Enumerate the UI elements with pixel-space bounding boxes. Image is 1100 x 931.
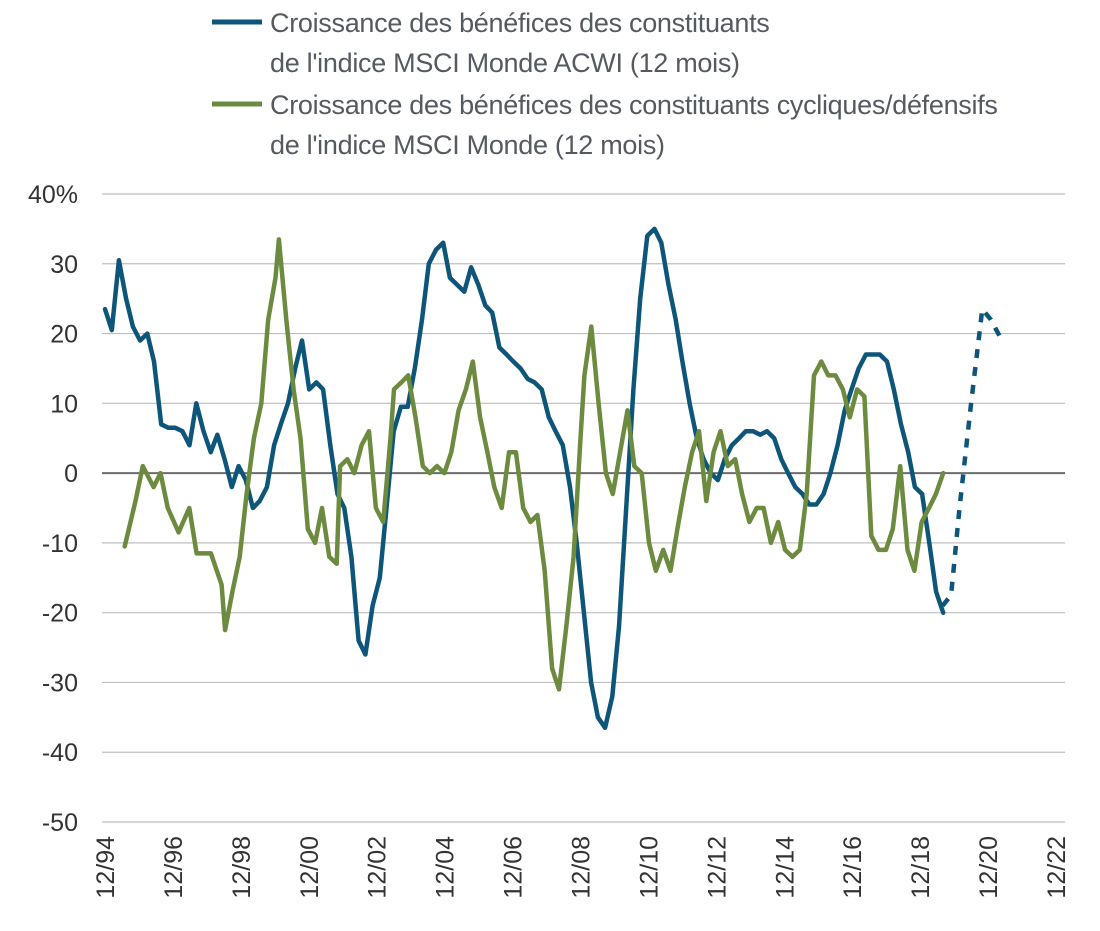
x-tick-label: 12/94 xyxy=(92,836,120,899)
x-tick-label: 12/20 xyxy=(975,836,1003,899)
y-axis: 40% 30 20 10 0 -10 -20 -30 -40 -50 xyxy=(28,181,78,837)
x-tick-label: 12/14 xyxy=(771,836,799,899)
x-tick-label: 12/22 xyxy=(1043,836,1071,899)
x-tick-label: 12/00 xyxy=(296,836,324,899)
forecast-line-acwi xyxy=(940,303,1004,608)
y-tick-label: -50 xyxy=(42,809,78,837)
legend-label-cyclical-defensive: de l'indice MSCI Monde (12 mois) xyxy=(270,130,665,160)
legend: Croissance des bénéfices des constituant… xyxy=(212,8,998,160)
x-tick-label: 12/02 xyxy=(364,836,392,899)
series-line-acwi xyxy=(102,226,946,731)
legend-label-acwi: de l'indice MSCI Monde ACWI (12 mois) xyxy=(270,48,740,78)
y-tick-label: -40 xyxy=(42,739,78,767)
x-tick-label: 12/96 xyxy=(160,836,188,899)
series-layer xyxy=(102,226,1004,731)
legend-label-cyclical-defensive: Croissance des bénéfices des constituant… xyxy=(270,90,998,120)
y-tick-label: -30 xyxy=(42,669,78,697)
x-axis: 12/94 12/96 12/98 12/00 12/02 12/04 12/06 12/08… xyxy=(92,836,1071,899)
x-tick-label: 12/16 xyxy=(839,836,867,899)
x-tick-label: 12/04 xyxy=(432,836,460,899)
x-tick-label: 12/06 xyxy=(500,836,528,899)
x-tick-label: 12/98 xyxy=(228,836,256,899)
y-tick-label: -20 xyxy=(42,600,78,628)
legend-label-acwi: Croissance des bénéfices des constituant… xyxy=(270,8,770,38)
series-line-cyclical-defensive xyxy=(122,237,946,692)
y-tick-label: -10 xyxy=(42,530,78,558)
x-tick-label: 12/10 xyxy=(635,836,663,899)
y-tick-label: 20 xyxy=(50,321,78,349)
y-tick-label: 40% xyxy=(28,181,78,209)
y-tick-label: 30 xyxy=(50,251,78,279)
x-tick-label: 12/12 xyxy=(703,836,731,899)
y-tick-label: 0 xyxy=(64,460,78,488)
y-tick-label: 10 xyxy=(50,390,78,418)
x-tick-label: 12/08 xyxy=(568,836,596,899)
x-tick-label: 12/18 xyxy=(907,836,935,899)
